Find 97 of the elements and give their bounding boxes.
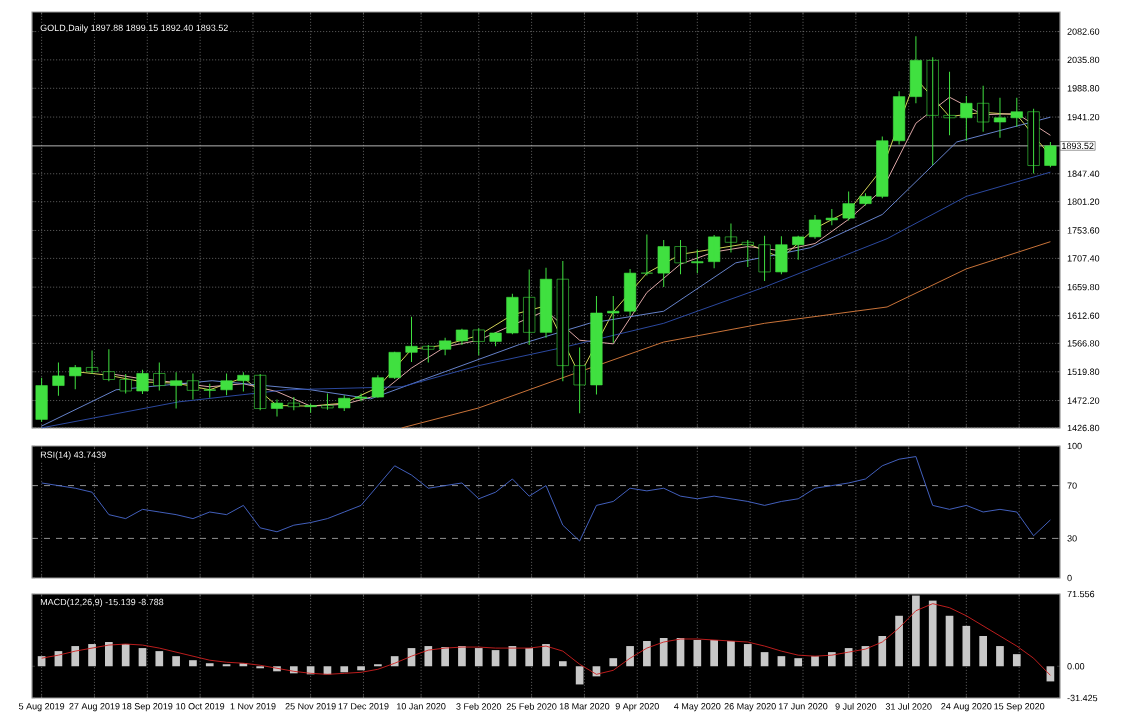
bar [827, 652, 836, 667]
bar [121, 644, 130, 667]
candlestick [153, 362, 166, 391]
bar [424, 646, 433, 667]
candlestick [355, 392, 368, 402]
bar [542, 644, 550, 667]
candlestick [1010, 97, 1023, 128]
bar [323, 666, 332, 675]
candlestick [859, 192, 872, 206]
bar [626, 646, 634, 667]
bar [693, 640, 702, 667]
candlestick [52, 362, 65, 397]
candlestick [102, 348, 115, 382]
candlestick [35, 377, 48, 423]
candlestick [607, 295, 620, 344]
candlestick [657, 239, 670, 288]
bar [458, 646, 466, 667]
bar [441, 647, 449, 667]
bar [895, 615, 903, 667]
bar [794, 658, 803, 667]
candlestick [825, 208, 838, 226]
candlestick [691, 249, 704, 274]
candlestick [573, 346, 586, 414]
candlestick [220, 372, 233, 396]
line-series [41, 171, 1051, 429]
candlestick [993, 97, 1007, 139]
candlestick [724, 223, 738, 254]
bar [491, 650, 500, 667]
candlestick [254, 373, 267, 411]
bar [138, 648, 147, 667]
candlestick [119, 373, 132, 394]
candlestick [741, 239, 754, 268]
bar [811, 656, 819, 667]
bar [962, 625, 971, 667]
candlestick [69, 364, 82, 390]
candlestick [640, 233, 653, 277]
bar [743, 644, 752, 667]
candlestick [287, 396, 300, 411]
candlestick [203, 383, 216, 399]
bar [88, 644, 96, 667]
candlestick [422, 344, 435, 364]
candlestick [808, 214, 822, 240]
candlestick [237, 371, 250, 393]
candlestick [842, 191, 855, 222]
candlestick [1027, 108, 1040, 174]
bar [727, 641, 735, 667]
candlestick [960, 95, 973, 142]
bar [945, 615, 954, 667]
bar [1012, 654, 1021, 667]
candlestick [758, 235, 771, 282]
bar [189, 660, 197, 667]
candlestick [489, 331, 502, 347]
candlestick [792, 235, 805, 261]
bar [710, 640, 718, 667]
bar [760, 652, 769, 667]
bar [912, 595, 920, 667]
candlestick [136, 369, 149, 395]
candlestick [708, 234, 721, 269]
candlestick [304, 403, 317, 414]
bar [525, 648, 534, 667]
bar [558, 661, 567, 667]
bar [996, 646, 1004, 667]
candlestick [775, 235, 788, 275]
candlestick [977, 85, 990, 133]
candlestick [472, 327, 485, 356]
candlestick [674, 239, 687, 275]
bar [878, 635, 887, 667]
bar [155, 651, 164, 667]
line-series [401, 241, 1051, 429]
candlestick [1044, 141, 1057, 168]
candlestick [556, 260, 569, 382]
candlestick [405, 316, 418, 363]
bar [979, 635, 987, 667]
bar [777, 656, 786, 667]
candlestick [338, 394, 351, 412]
bar [659, 637, 668, 667]
candlestick [270, 398, 284, 417]
candlestick [876, 136, 889, 199]
candlestick [321, 392, 334, 411]
bar [172, 656, 180, 667]
candlestick [439, 337, 452, 356]
candlestick [388, 351, 401, 380]
bar [928, 600, 937, 667]
bar [105, 642, 113, 667]
candlestick [371, 374, 384, 399]
candlestick [523, 269, 536, 346]
bar [643, 641, 651, 667]
candlestick [170, 371, 183, 410]
bar [340, 666, 349, 673]
candlestick [943, 71, 956, 136]
candlestick [506, 293, 519, 335]
line-series [41, 116, 1051, 427]
bar [609, 658, 618, 667]
bar [474, 648, 483, 667]
candlestick [590, 295, 603, 396]
candlestick [926, 56, 939, 166]
bar [71, 646, 80, 667]
